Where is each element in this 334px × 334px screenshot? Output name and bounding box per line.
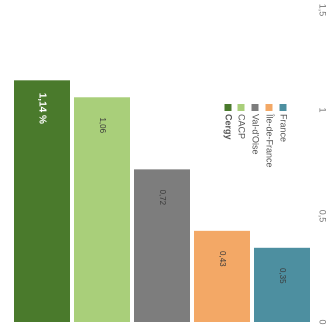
bar-val-d-oise bbox=[134, 169, 190, 322]
bar-france bbox=[254, 247, 310, 322]
bars-layer bbox=[14, 80, 310, 322]
legend-label-cergy: Cergy bbox=[224, 114, 234, 140]
value-label-cergy: 1,14 % bbox=[36, 93, 47, 124]
legend-label--le-de-france: Île-de-France bbox=[265, 113, 275, 168]
legend-label-val-d-oise: Val-d'Oise bbox=[251, 114, 261, 155]
bar-cacp bbox=[74, 97, 130, 322]
axis-tick-label: 0,5 bbox=[318, 210, 328, 223]
value-label-france: 0,35 bbox=[278, 268, 287, 284]
axis-tick-label: 0 bbox=[318, 319, 328, 324]
legend-label-france: France bbox=[279, 114, 289, 142]
value-label-val-d-oise: 0,72 bbox=[158, 190, 167, 206]
value-labels-layer: 1,14 % 1,06 0,72 0,43 0,35 bbox=[36, 93, 287, 284]
legend: Cergy CACP Val-d'Oise Île-de-France France bbox=[224, 104, 289, 168]
bar--le-de-france bbox=[194, 230, 250, 322]
value-label-cacp: 1,06 bbox=[98, 117, 107, 133]
value-label--le-de-france: 0,43 bbox=[218, 251, 227, 267]
legend-label-cacp: CACP bbox=[237, 114, 247, 139]
legend-swatch-cacp bbox=[237, 104, 245, 111]
legend-swatch--le-de-france bbox=[265, 104, 273, 111]
axis-tick-label: 1 bbox=[318, 107, 328, 112]
legend-swatch-france bbox=[279, 104, 287, 111]
axis-tick-label: 1,5 bbox=[318, 4, 328, 17]
bar-cergy bbox=[14, 80, 70, 322]
legend-swatch-val-d-oise bbox=[251, 104, 259, 111]
legend-swatch-cergy bbox=[224, 104, 232, 111]
axis-ticks-layer: 0 0,5 1 1,5 bbox=[318, 4, 328, 325]
